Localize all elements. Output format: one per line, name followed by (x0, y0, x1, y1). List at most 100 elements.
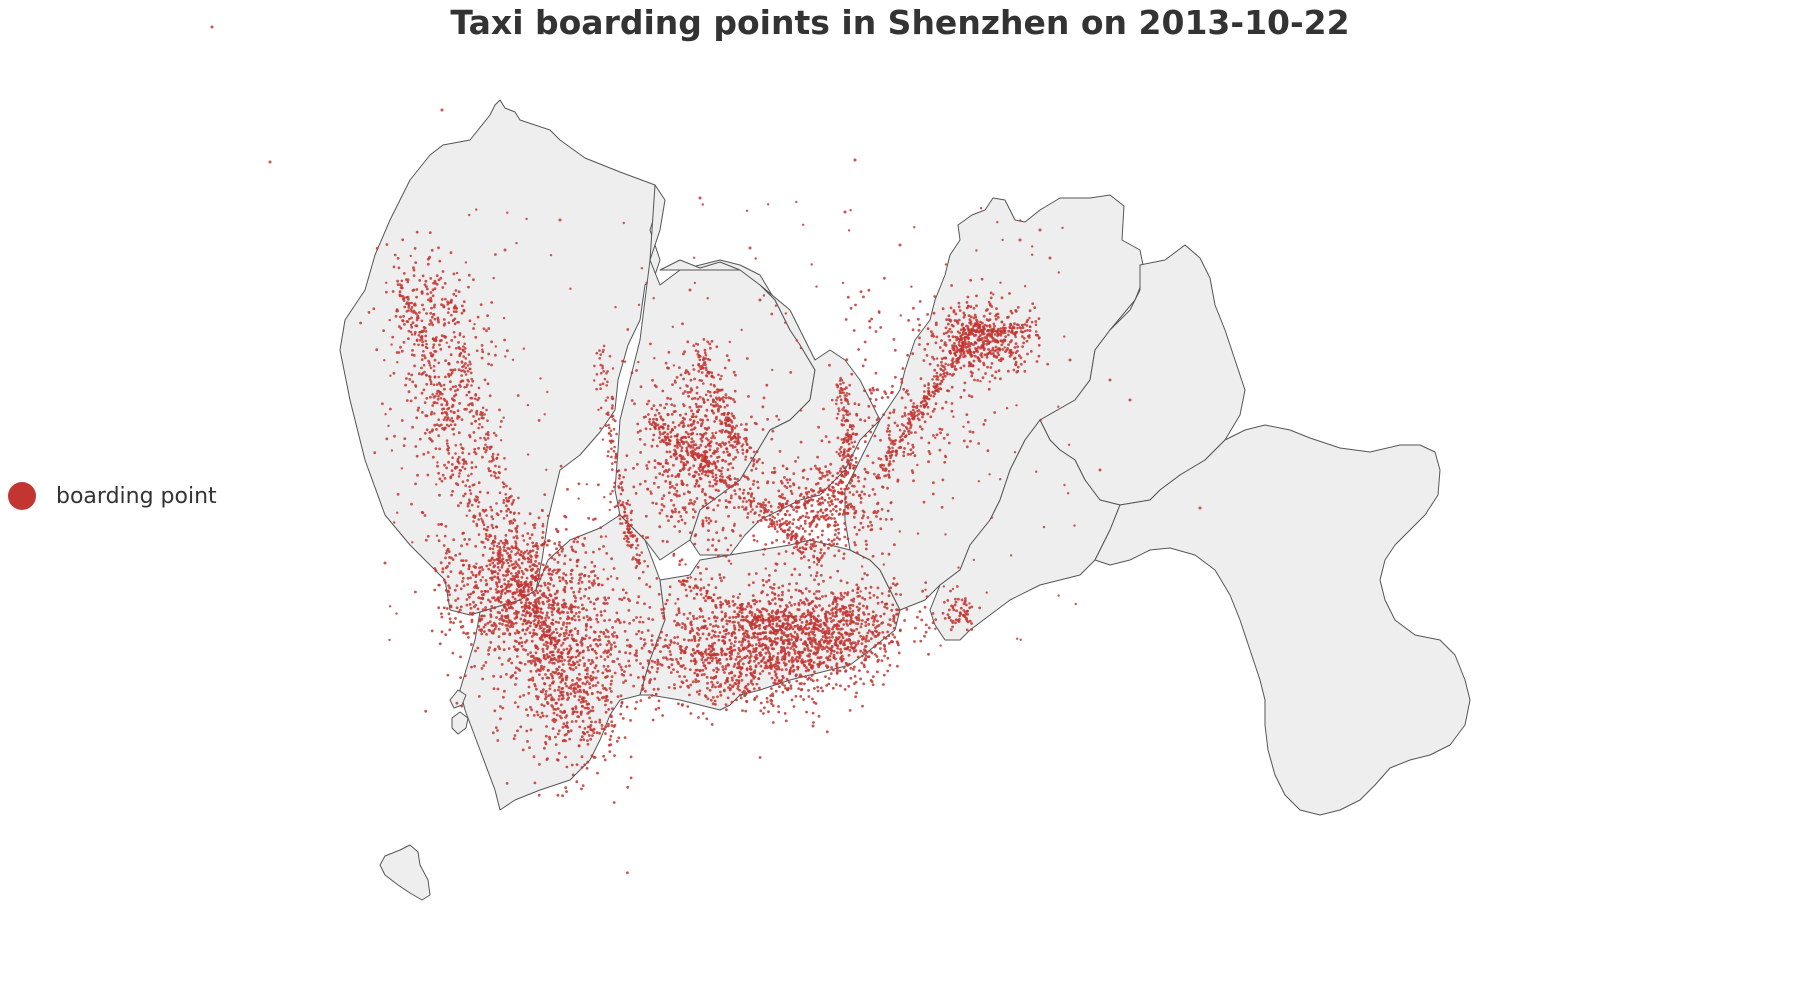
boarding-point (408, 378, 412, 381)
boarding-point (776, 682, 780, 686)
boarding-point (831, 502, 834, 506)
boarding-point (823, 633, 827, 637)
boarding-point (997, 353, 1001, 357)
boarding-point (561, 663, 565, 666)
boarding-point (571, 660, 575, 664)
boarding-point (774, 602, 777, 606)
legend[interactable]: boarding point (8, 482, 217, 510)
boarding-point (670, 663, 674, 667)
boarding-point (611, 626, 614, 629)
boarding-point (783, 649, 786, 653)
boarding-point (687, 394, 690, 398)
boarding-point (833, 524, 837, 527)
boarding-point (596, 576, 600, 580)
boarding-point (655, 502, 658, 505)
boarding-point (717, 638, 721, 642)
boarding-point (496, 687, 500, 691)
boarding-point (1028, 329, 1032, 332)
district-dapeng[interactable] (1094, 424, 1471, 816)
boarding-point (709, 346, 712, 350)
boarding-point (859, 521, 863, 525)
boarding-point (741, 491, 745, 495)
boarding-point (627, 609, 631, 612)
boarding-point (765, 664, 768, 668)
boarding-point (995, 313, 998, 316)
boarding-point (498, 568, 502, 572)
boarding-point (860, 490, 864, 494)
boarding-point (892, 615, 896, 619)
boarding-point (447, 612, 451, 616)
boarding-point (570, 545, 573, 549)
boarding-point (969, 355, 973, 358)
boarding-point (540, 615, 543, 619)
boarding-point (803, 519, 807, 523)
boarding-point (446, 575, 450, 578)
boarding-point (804, 626, 807, 630)
boarding-point (819, 515, 823, 518)
boarding-point (804, 641, 808, 645)
boarding-point (713, 478, 717, 482)
boarding-point (838, 537, 841, 541)
boarding-point (656, 663, 659, 666)
boarding-point (887, 634, 891, 638)
boarding-point (519, 636, 523, 640)
boarding-point (574, 719, 578, 723)
boarding-point (576, 690, 580, 693)
district-baoan[interactable] (339, 99, 661, 616)
boarding-point (775, 624, 779, 628)
boarding-point (963, 354, 967, 358)
legend-swatch-icon (8, 482, 36, 510)
boarding-point (1023, 369, 1027, 373)
boarding-point (652, 417, 655, 421)
boarding-point (657, 699, 661, 703)
boarding-point (673, 404, 676, 408)
boarding-point (575, 780, 579, 784)
boarding-point (515, 588, 519, 591)
boarding-point (944, 326, 948, 330)
boarding-point (559, 680, 563, 684)
boarding-point (538, 673, 541, 676)
boarding-point (843, 528, 847, 531)
boarding-point (805, 710, 808, 714)
boarding-point (526, 556, 530, 560)
boarding-point (829, 672, 833, 675)
boarding-point (561, 641, 565, 645)
boarding-point (619, 694, 623, 698)
boarding-point (757, 686, 761, 690)
boarding-point (611, 660, 615, 663)
boarding-point (424, 538, 428, 542)
boarding-point (832, 538, 836, 541)
boarding-point (539, 607, 543, 611)
boarding-point (616, 695, 620, 698)
boarding-point (604, 732, 607, 735)
boarding-point (519, 550, 523, 554)
boarding-point (564, 605, 568, 609)
boarding-point (703, 492, 707, 496)
boarding-point (815, 467, 818, 470)
boarding-point (692, 617, 696, 621)
boarding-point (685, 446, 689, 450)
boarding-point (820, 471, 824, 475)
boarding-point (717, 489, 720, 493)
boarding-point (959, 328, 963, 332)
boarding-point (617, 736, 621, 740)
boarding-point (861, 704, 864, 708)
boarding-point (804, 515, 808, 519)
boarding-point (503, 632, 507, 635)
boarding-point (702, 401, 706, 404)
boarding-point (771, 598, 774, 602)
boarding-point (610, 679, 613, 683)
boarding-point (970, 374, 974, 378)
boarding-point (599, 655, 603, 658)
boarding-point (789, 666, 793, 670)
boarding-point (826, 610, 830, 614)
boarding-point (765, 696, 769, 700)
boarding-point (537, 516, 541, 520)
boarding-point (785, 677, 789, 681)
boarding-point (738, 665, 742, 669)
boarding-point (565, 714, 569, 717)
boarding-point (804, 597, 808, 601)
boarding-point (693, 636, 696, 639)
boarding-point (580, 580, 584, 584)
